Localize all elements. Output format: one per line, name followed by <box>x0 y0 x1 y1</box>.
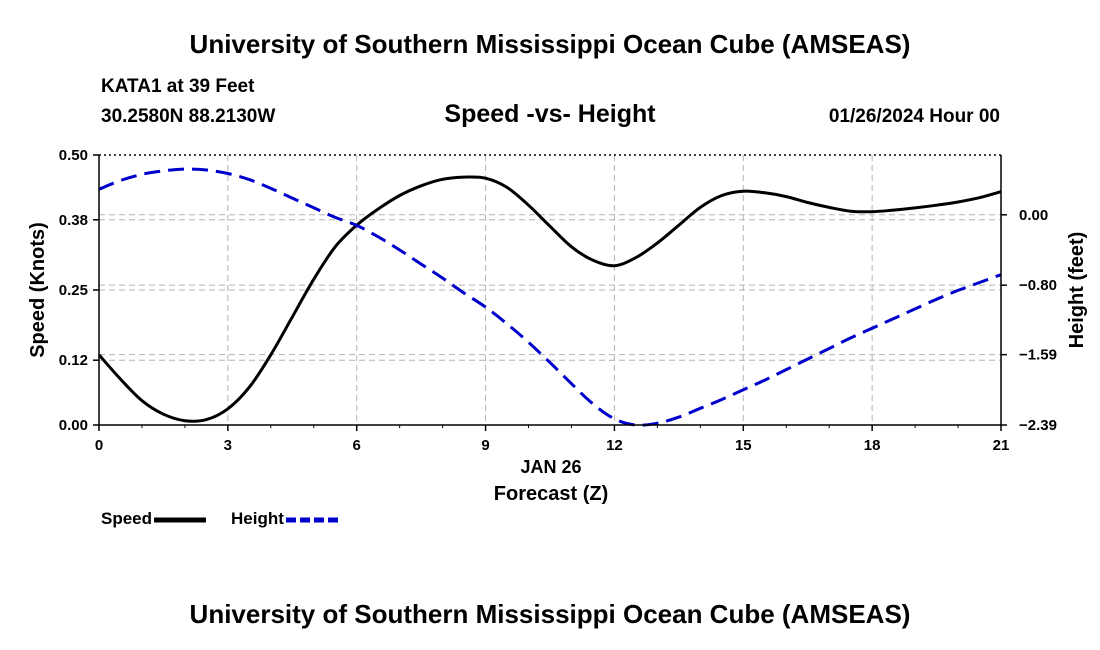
legend-height-label: Height <box>231 509 284 528</box>
left-axis-title: Speed (Knots) <box>27 222 49 358</box>
grid-lines <box>99 155 1001 426</box>
x-tick-label: 18 <box>864 437 881 454</box>
x-tick-label: 15 <box>735 437 752 454</box>
axis-ticks: 0 3 6 9 12 15 18 21 0.00 0.12 0.25 0.38 0.50 0.00 −0.8… <box>59 147 1057 454</box>
x-tick-label: 9 <box>481 437 489 454</box>
x-axis-date-label: JAN 26 <box>520 457 581 477</box>
chart-title: University of Southern Mississippi Ocean… <box>189 29 911 59</box>
y-tick-label: 0.00 <box>59 417 88 434</box>
legend-speed-label: Speed <box>101 509 153 528</box>
x-tick-label: 12 <box>606 437 623 454</box>
x-axis-title: Forecast (Z) <box>494 483 608 505</box>
x-tick-label: 6 <box>353 437 361 454</box>
height-series-line <box>98 167 1002 427</box>
footer-title: University of Southern Mississippi Ocean… <box>189 599 911 629</box>
legend-height-swatch <box>285 517 338 523</box>
y2-tick-label: −1.59 <box>1019 347 1057 364</box>
y-tick-label: 0.50 <box>59 147 88 164</box>
y-tick-label: 0.25 <box>59 282 88 299</box>
data-series <box>97 167 1002 427</box>
x-tick-label: 3 <box>224 437 232 454</box>
y2-tick-label: −0.80 <box>1019 277 1057 294</box>
chart-subtitle: Speed -vs- Height <box>444 100 656 128</box>
station-coordinates: 30.2580N 88.2130W <box>101 106 276 127</box>
plot-frame <box>98 154 1002 426</box>
forecast-datetime: 01/26/2024 Hour 00 <box>828 106 1000 127</box>
y-tick-label: 0.12 <box>59 352 88 369</box>
station-label: KATA1 at 39 Feet <box>101 76 255 97</box>
right-axis-title: Height (feet) <box>1066 232 1088 349</box>
x-tick-label: 0 <box>95 437 103 454</box>
y-tick-label: 0.38 <box>59 212 88 229</box>
y2-tick-label: −2.39 <box>1019 417 1057 434</box>
legend-speed: Speed <box>101 509 207 529</box>
legend-speed-swatch <box>154 517 207 523</box>
y2-tick-label: 0.00 <box>1019 207 1048 224</box>
speed-series-line <box>97 175 1002 423</box>
x-tick-label: 21 <box>993 437 1010 454</box>
legend-height: Height <box>231 509 338 529</box>
